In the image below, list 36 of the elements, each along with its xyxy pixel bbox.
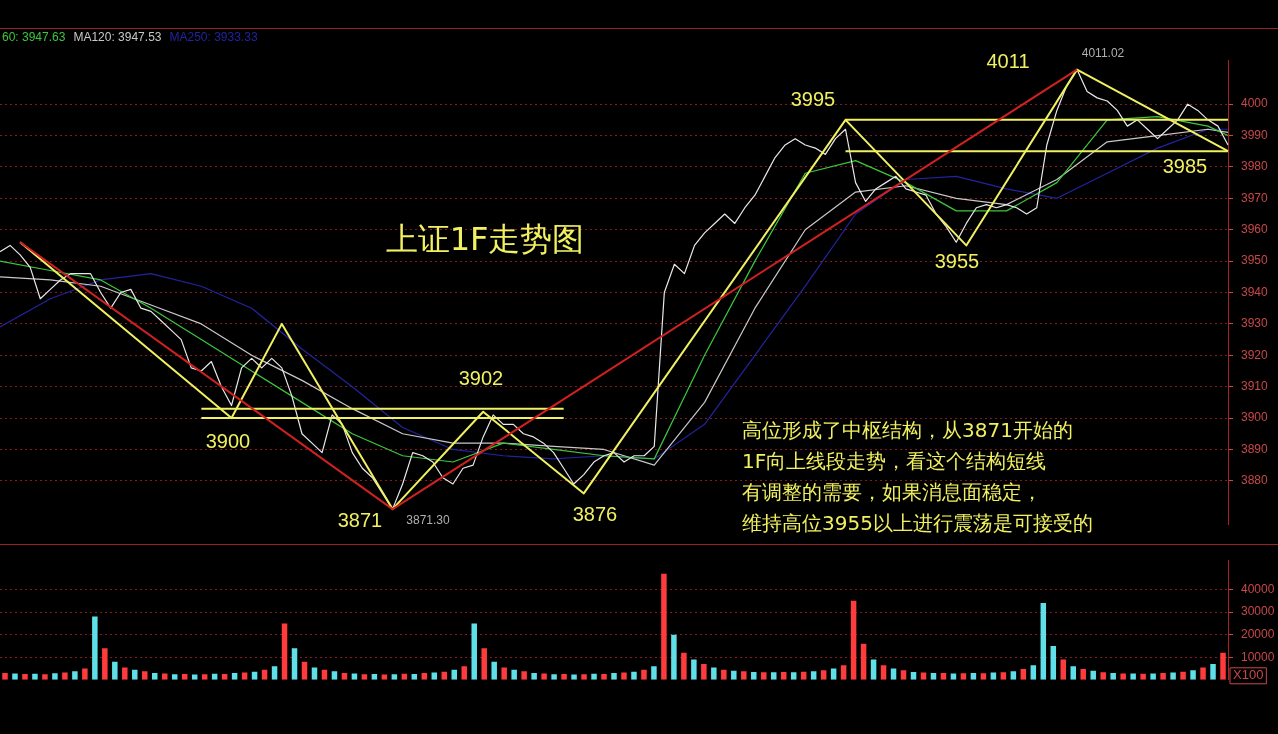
annotation: 3871.30	[406, 513, 451, 528]
y-tick-label: 3930	[1241, 316, 1269, 331]
y-tick-label: 3900	[1241, 410, 1269, 425]
y-tick-label: 3960	[1241, 222, 1269, 237]
annotation: 3985	[1162, 154, 1208, 177]
text: MA120: 3947.53	[73, 29, 162, 45]
annotation: 维持高位3955以上进行震荡是可接受的	[742, 511, 1093, 536]
y-tick-label: 3990	[1241, 127, 1269, 142]
annotation: 1F向上线段走势，看这个结构短线	[742, 449, 1047, 474]
text: MA250: 3933.33	[169, 29, 258, 45]
y-tick-label: 30000	[1241, 604, 1275, 619]
annotation: 3902	[458, 366, 504, 389]
annotation: 3955	[934, 249, 980, 272]
text: 60: 3947.63	[2, 29, 66, 45]
text: 上证1F走势图	[385, 220, 585, 259]
annotation: 3995	[790, 87, 836, 110]
y-tick-label: 20000	[1241, 626, 1275, 641]
annotation: 3900	[205, 429, 251, 452]
y-tick-label: 3910	[1241, 378, 1269, 393]
y-tick-label: 3890	[1241, 441, 1269, 456]
annotation: 有调整的需要，如果消息面稳定，	[742, 480, 1042, 505]
y-tick-label: 3940	[1241, 284, 1269, 299]
y-tick-label: 3980	[1241, 159, 1269, 174]
y-tick-label: 3920	[1241, 347, 1269, 362]
annotation: 高位形成了中枢结构，从3871开始的	[742, 418, 1073, 443]
y-tick-label: 4000	[1241, 96, 1269, 111]
y-tick-label: 3970	[1241, 190, 1269, 205]
annotation: 4011.02	[1081, 46, 1125, 61]
y-tick-label: 40000	[1241, 581, 1275, 596]
annotation: 4011	[986, 49, 1030, 72]
annotation: 3876	[572, 502, 618, 525]
text: X100	[1233, 667, 1264, 683]
y-tick-label: 3950	[1241, 253, 1269, 268]
annotation: 3871	[337, 508, 383, 531]
y-tick-label: 3880	[1241, 473, 1269, 488]
y-tick-label: 10000	[1241, 649, 1275, 664]
